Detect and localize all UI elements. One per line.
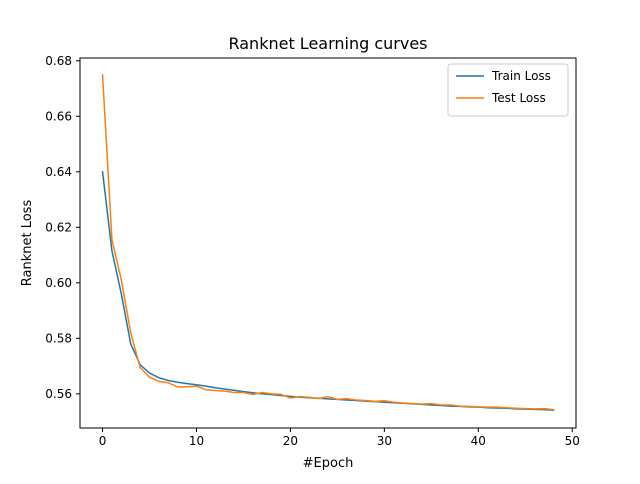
x-axis-label: #Epoch [303,456,354,471]
y-tick-label: 0.68 [45,54,72,68]
y-tick-label: 0.56 [45,387,72,401]
legend-box [447,63,569,117]
legend-label: Test Loss [491,91,546,105]
series-line-test-loss [101,73,555,411]
series-layer [101,73,555,412]
y-tick-label: 0.66 [45,109,72,123]
x-tick-label: 10 [189,434,204,448]
x-tick-label: 30 [377,434,392,448]
y-tick-label: 0.64 [45,165,72,179]
y-tick-label: 0.60 [45,276,72,290]
x-tick-label: 50 [565,434,580,448]
legend-label: Train Loss [491,69,551,83]
legend: Train Loss Test Loss [447,63,569,117]
y-tick-label: 0.58 [45,331,72,345]
axes-frame [79,57,577,429]
y-axis: 0.56 0.58 0.60 0.62 0.64 0.66 0.68 [45,54,80,401]
x-tick-label: 20 [283,434,298,448]
chart-title: Ranknet Learning curves [228,34,427,53]
x-tick-label: 0 [99,434,107,448]
x-axis: 0 10 20 30 40 50 [99,428,580,448]
x-tick-label: 40 [471,434,486,448]
y-tick-label: 0.62 [45,220,72,234]
y-axis-label: Ranknet Loss [20,200,35,287]
